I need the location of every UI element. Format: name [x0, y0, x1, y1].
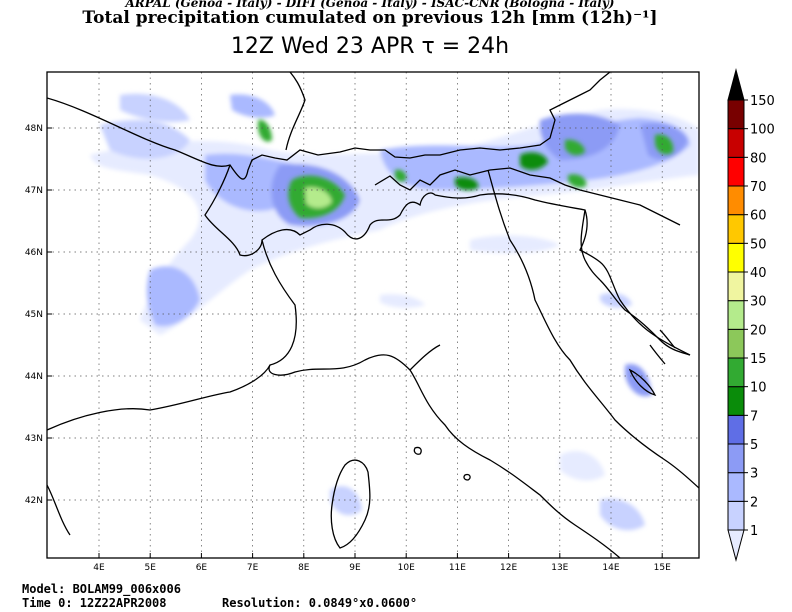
- lon-tick-label: 6E: [196, 563, 208, 573]
- border-line: [204, 164, 436, 257]
- lon-tick-label: 10E: [398, 563, 415, 573]
- colorbar-label: 70: [750, 180, 767, 195]
- lat-tick-label: 47N: [25, 186, 43, 196]
- colorbar-label: 7: [750, 409, 758, 424]
- colorbar-segment: [727, 414, 745, 445]
- lat-tick-label: 45N: [25, 310, 43, 320]
- coastline: [261, 239, 621, 558]
- island-coast: [628, 368, 657, 397]
- colorbar-max-triangle: [727, 68, 745, 101]
- colorbar-segment: [727, 328, 745, 359]
- map-title: Total precipitation cumulated on previou…: [82, 8, 658, 28]
- colorbar-label: 2: [750, 495, 758, 510]
- coastline: [409, 344, 441, 371]
- border-line: [434, 193, 691, 356]
- colorbar-segment: [727, 443, 745, 474]
- colorbar-segment: [727, 386, 745, 416]
- coastline: [47, 364, 271, 431]
- island-coast: [413, 446, 422, 455]
- colorbar-label: 10: [750, 381, 767, 396]
- lon-tick-label: 14E: [602, 563, 619, 573]
- lon-tick-label: 15E: [654, 563, 671, 573]
- colorbar-segment: [727, 128, 745, 158]
- coastline: [599, 279, 691, 356]
- colorbar-segment: [727, 99, 745, 130]
- colorbar-label: 1: [750, 524, 758, 539]
- resolution-label: Resolution: 0.0849°x0.0600°: [222, 596, 418, 610]
- axis-labels: 4E 5E 6E 7E 8E 9E 10E 11E 12E 13E 14E 15E 48N 47N 46N 4…: [25, 124, 671, 573]
- colorbar-label: 60: [750, 209, 767, 224]
- lat-tick-label: 43N: [25, 434, 43, 444]
- colorbar-segment: [727, 242, 745, 273]
- colorbar-label: 80: [750, 151, 767, 166]
- island-coast: [649, 329, 676, 365]
- colorbar-label: 5: [750, 438, 758, 453]
- colorbar-label: 30: [750, 295, 767, 310]
- model-label: Model: BOLAM99_006x006: [22, 582, 181, 596]
- precipitation-field: [90, 93, 699, 531]
- colorbar-label: 100: [750, 123, 775, 138]
- colorbar-label: 15: [750, 352, 767, 367]
- lon-tick-label: 12E: [500, 563, 517, 573]
- coastline: [487, 169, 699, 489]
- border-line: [47, 72, 611, 180]
- lat-tick-label: 48N: [25, 124, 43, 134]
- colorbar-segment: [727, 271, 745, 302]
- lon-tick-label: 13E: [551, 563, 568, 573]
- lon-tick-label: 7E: [247, 563, 259, 573]
- colorbar-min-triangle: [727, 529, 745, 562]
- lat-tick-label: 42N: [25, 496, 43, 506]
- lat-tick-label: 46N: [25, 248, 43, 258]
- colorbar-segment: [727, 214, 745, 244]
- colorbar-segment: [727, 357, 745, 388]
- colorbar-segment: [727, 185, 745, 216]
- coastline: [580, 209, 601, 281]
- colorbar-segment: [727, 300, 745, 330]
- lon-tick-label: 5E: [144, 563, 156, 573]
- time-label: Time 0: 12Z22APR2008: [22, 596, 167, 610]
- colorbar-label: 20: [750, 323, 767, 338]
- lon-tick-label: 8E: [298, 563, 310, 573]
- border-line: [374, 167, 681, 226]
- lon-tick-label: 11E: [449, 563, 466, 573]
- colorbar-label: 3: [750, 467, 758, 482]
- colorbar-label: 50: [750, 237, 767, 252]
- colorbar-segment: [727, 156, 745, 187]
- map-subtitle: 12Z Wed 23 APR τ = 24h: [230, 34, 510, 59]
- colorbar-segment: [727, 472, 745, 502]
- coastline: [47, 484, 71, 536]
- lon-tick-label: 4E: [93, 563, 105, 573]
- colorbar-label: 40: [750, 266, 767, 281]
- map-frame: [46, 71, 700, 559]
- map-gridlines: [47, 72, 699, 558]
- island-coast: [463, 473, 471, 481]
- map-boundaries: [47, 72, 699, 558]
- colorbar-segment: [727, 500, 745, 531]
- corsica-coast: [330, 459, 371, 549]
- credit-line: ARPAL (Genoa - Italy) - DIFI (Genoa - It…: [125, 0, 615, 10]
- lat-tick-label: 44N: [25, 372, 43, 382]
- colorbar: 1 2 3 5 7 10 15 20 30 40 50 60 70 80 100 150: [727, 68, 775, 562]
- lon-tick-label: 9E: [349, 563, 361, 573]
- border-line: [285, 72, 306, 151]
- colorbar-label: 150: [750, 94, 775, 109]
